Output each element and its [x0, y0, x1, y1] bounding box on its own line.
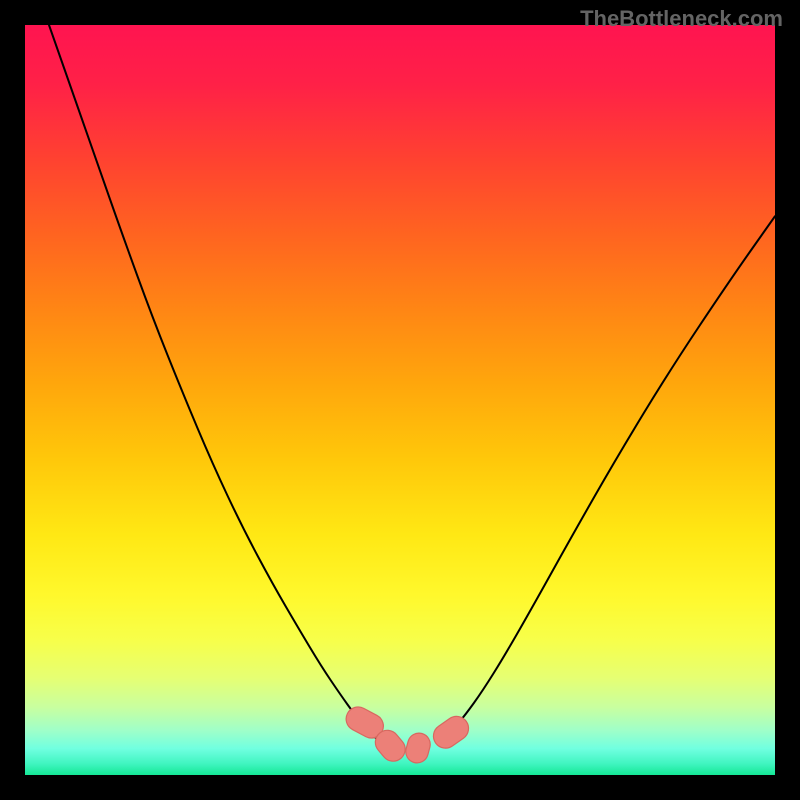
- bottleneck-chart: [0, 0, 800, 800]
- plot-area: [25, 25, 775, 775]
- gradient-background: [25, 25, 775, 775]
